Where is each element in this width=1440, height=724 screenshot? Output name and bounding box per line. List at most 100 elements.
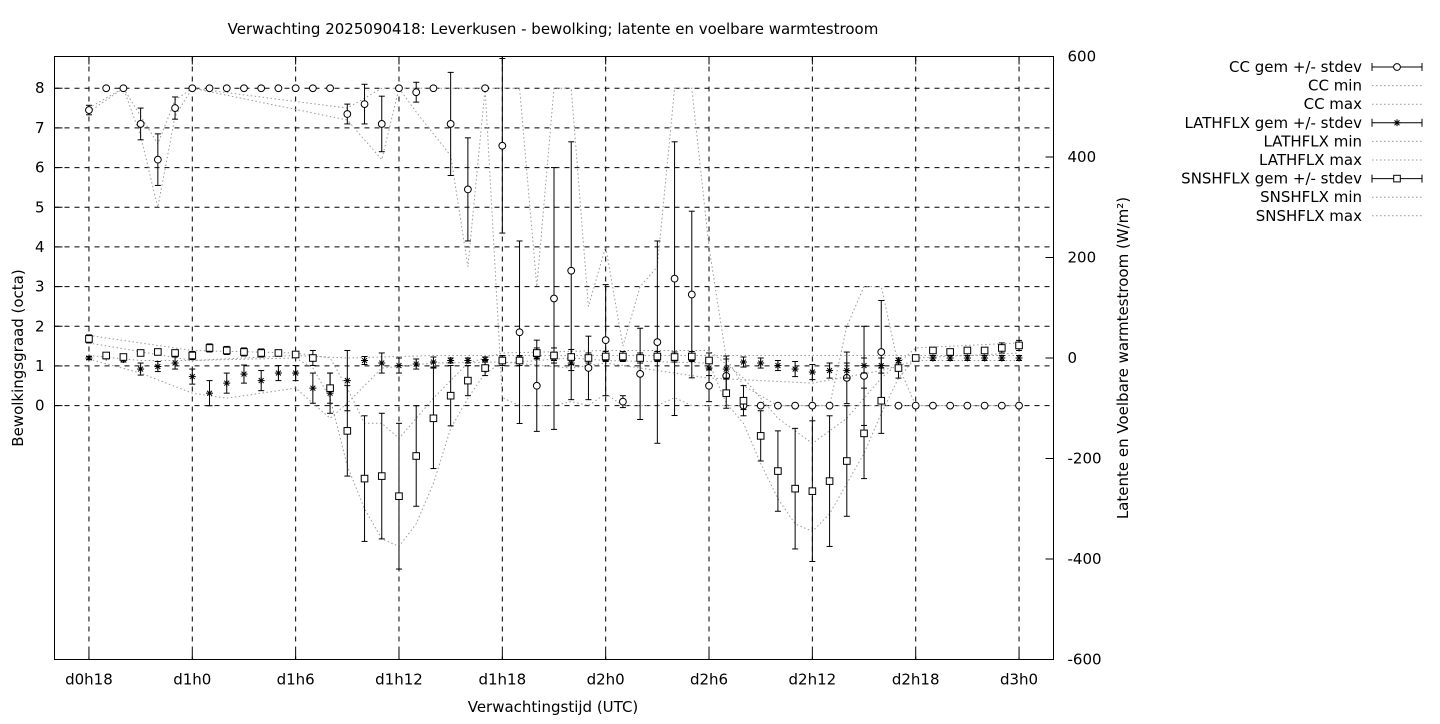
star-stroke [1394,119,1400,126]
lathflx-point [808,368,816,376]
cc-point [171,104,179,112]
snshflx-point [377,472,386,480]
snshflx-point [326,384,334,392]
y-tick-label: 2 [35,317,45,335]
cc-point [119,84,128,93]
snshflx-point [722,389,731,397]
star-stroke [310,385,316,391]
cc-point [584,364,593,372]
snshflx-point [670,353,679,361]
x-tick-label: d0h18 [65,671,113,689]
data-marks [85,57,1023,570]
legend-label: SNSHFLX min [1260,188,1362,206]
cc-point [291,84,300,93]
snshflx-point [567,353,576,361]
cc-point [446,120,455,128]
legend-marker [1393,63,1401,71]
lathflx-point [464,357,472,365]
star-stroke [223,380,230,386]
snshflx-point [808,487,817,495]
snshflx-point [412,452,421,460]
snshflx-point [171,349,179,357]
snshflx-point [860,429,868,438]
cc-point [274,84,283,93]
star-stroke [241,371,247,377]
star-stroke [861,362,867,369]
star-stroke [430,359,437,365]
star-stroke [275,370,282,376]
cc-point [756,401,765,410]
snshflx-point [980,346,989,355]
cc-point [257,84,266,93]
cc-point [343,110,352,118]
snshflx-point [395,492,403,500]
lathflx-point [361,357,369,365]
cc-point [532,381,541,390]
y-tick-label: 3 [35,278,45,296]
cc-point [136,120,145,128]
snshflx-point [274,349,283,357]
cc-point [377,120,386,128]
lathflx-point [257,377,265,385]
y-tick-label: 0 [35,397,45,415]
cc-point [705,381,713,390]
cc-point [360,100,369,109]
tick-labels: d0h18 d1h0 d1h6 d1h12 d1h18 d2h0 d2h6 d2h12 d2h1… [35,48,1102,689]
snshflx-point [619,352,627,361]
y2-tick-label: -400 [1068,550,1102,568]
snshflx-point [739,396,748,405]
cc-point [222,84,231,93]
y-tick-label: 8 [35,79,45,97]
lathflx-point [240,370,248,378]
star-stroke [809,369,816,375]
cc-point [102,84,111,93]
cc-point [825,401,834,410]
cc-point [980,401,989,410]
snshflx-point [774,467,782,475]
y-tick-label: 6 [35,159,45,177]
lathflx-point [843,367,851,375]
cc-point [894,401,903,410]
minmax-line-5 [88,354,1020,361]
star-stroke [292,370,299,376]
x-tick-label: d2h18 [892,671,940,689]
snshflx-point [119,353,128,361]
cc-point [1015,401,1023,410]
minmax-line-4 [88,358,1020,419]
y2-tick-label: 600 [1068,48,1097,66]
star-stroke [361,357,368,364]
cc-point [481,84,490,93]
cc-point [808,401,817,410]
lathflx-point [447,357,455,365]
snshflx-point [257,349,265,357]
cc-point [205,84,214,93]
legend-label: LATHFLX min [1263,132,1362,150]
cc-point [618,397,627,406]
snshflx-point [205,344,214,352]
legend-label: CC max [1304,95,1363,113]
snshflx-point [446,391,455,400]
snshflx-point [929,346,937,355]
cc-point [911,401,920,410]
snshflx-point [653,352,662,361]
cc-point [326,84,334,93]
lathflx-point [739,358,747,366]
cc-point [687,290,696,299]
y-tick-label: 5 [35,198,45,216]
snshflx-point [825,477,834,485]
snshflx-point [636,354,644,362]
snshflx-point [1015,341,1023,350]
axes [54,56,1054,660]
snshflx-point [240,348,248,356]
star-stroke [740,359,747,365]
y2-tick-label: -600 [1068,651,1102,669]
star-stroke [981,355,988,361]
snshflx-point [360,474,369,483]
cc-point [153,155,162,164]
lathflx-point [378,359,386,367]
cc-point [946,401,955,410]
star-stroke [172,360,178,366]
lathflx-point [412,360,420,368]
x-tick-label: d1h18 [478,671,526,689]
